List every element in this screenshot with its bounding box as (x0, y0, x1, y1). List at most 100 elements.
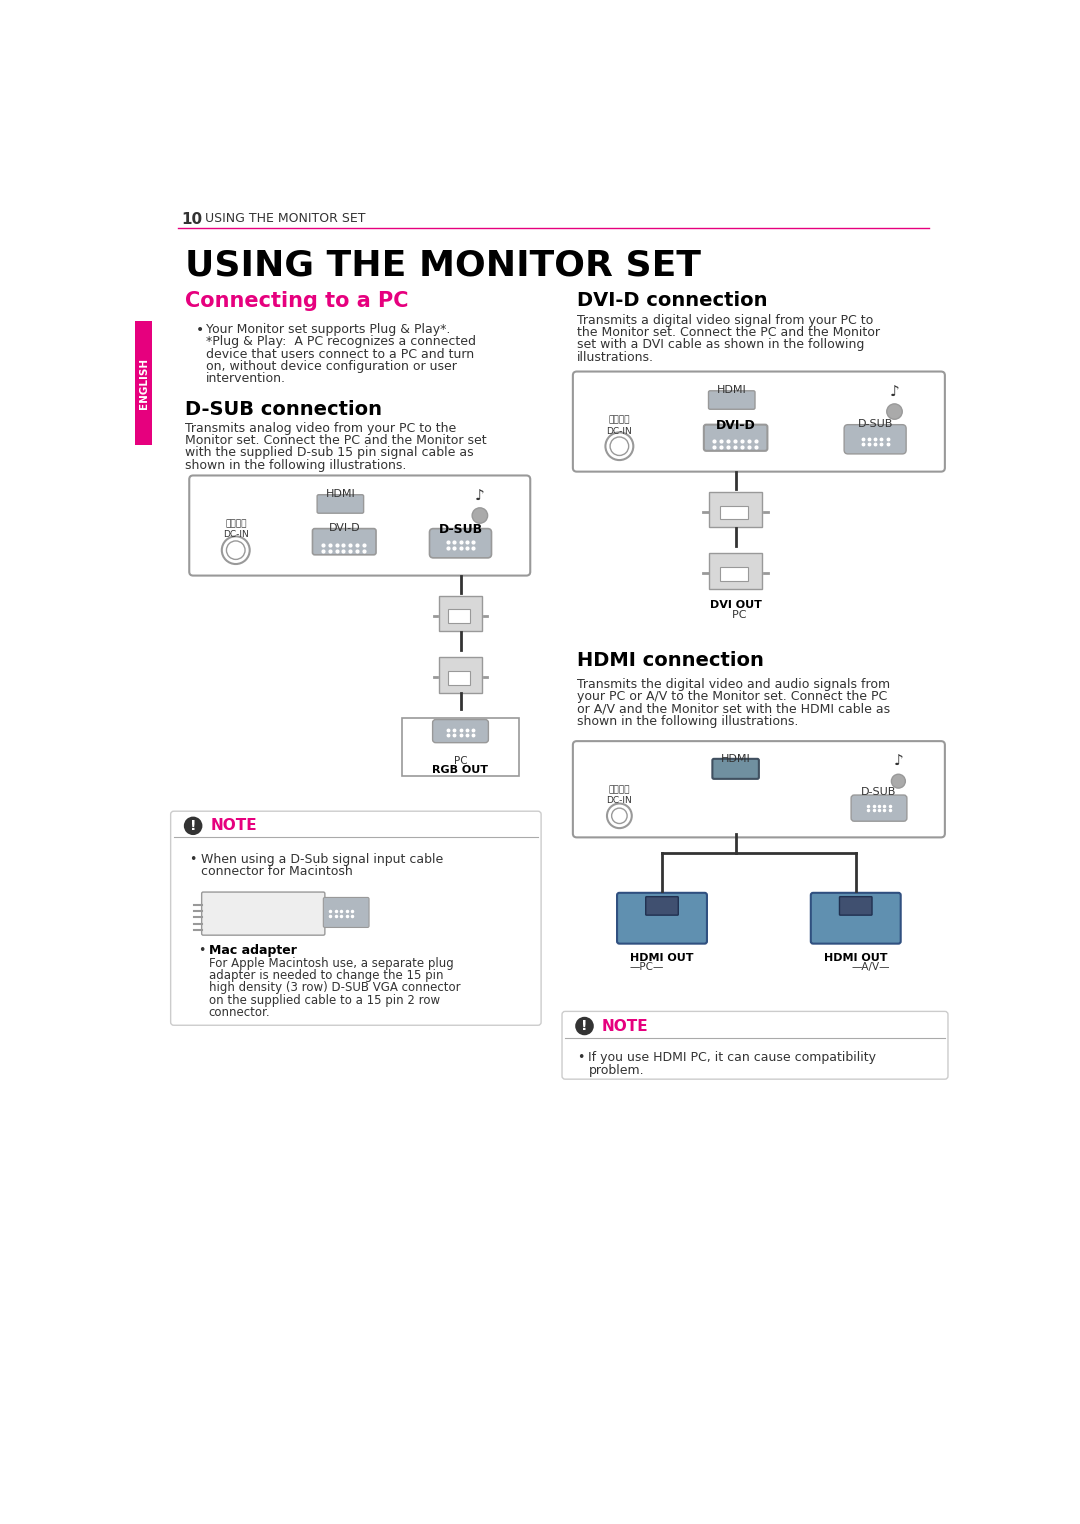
Text: on, without device configuration or user: on, without device configuration or user (206, 360, 457, 373)
Text: !: ! (190, 818, 197, 832)
Text: 电源输入
DC-IN: 电源输入 DC-IN (607, 785, 632, 805)
FancyBboxPatch shape (318, 495, 364, 514)
Circle shape (891, 774, 905, 788)
Text: device that users connect to a PC and turn: device that users connect to a PC and tu… (206, 347, 474, 361)
Text: HDMI: HDMI (720, 754, 751, 764)
Circle shape (610, 437, 629, 456)
Circle shape (227, 541, 245, 559)
Circle shape (607, 803, 632, 828)
Text: USING THE MONITOR SET: USING THE MONITOR SET (205, 212, 365, 226)
Text: If you use HDMI PC, it can cause compatibility: If you use HDMI PC, it can cause compati… (589, 1052, 876, 1064)
Text: —A/V—: —A/V— (852, 962, 891, 972)
FancyBboxPatch shape (720, 567, 748, 581)
Text: adapter is needed to change the 15 pin: adapter is needed to change the 15 pin (208, 969, 443, 981)
FancyBboxPatch shape (403, 718, 518, 776)
Circle shape (611, 808, 627, 823)
Text: illustrations.: illustrations. (577, 351, 653, 364)
Text: Transmits analog video from your PC to the: Transmits analog video from your PC to t… (186, 422, 457, 434)
Text: ♪: ♪ (475, 489, 485, 503)
Text: the Monitor set. Connect the PC and the Monitor: the Monitor set. Connect the PC and the … (577, 326, 880, 340)
Text: RGB OUT: RGB OUT (432, 765, 488, 776)
FancyBboxPatch shape (839, 896, 872, 914)
Text: D-SUB: D-SUB (862, 788, 896, 797)
Text: HDMI connection: HDMI connection (577, 651, 764, 671)
FancyBboxPatch shape (438, 596, 482, 631)
Text: USING THE MONITOR SET: USING THE MONITOR SET (186, 248, 701, 282)
Text: —PC—: —PC— (630, 962, 664, 972)
Text: Monitor set. Connect the PC and the Monitor set: Monitor set. Connect the PC and the Moni… (186, 434, 487, 447)
FancyBboxPatch shape (448, 610, 470, 623)
Text: ♪: ♪ (893, 754, 903, 770)
Text: •: • (577, 1052, 584, 1064)
Text: •: • (195, 323, 204, 337)
Text: PC: PC (725, 610, 746, 620)
Text: ENGLISH: ENGLISH (138, 358, 149, 408)
FancyBboxPatch shape (851, 796, 907, 821)
Circle shape (184, 817, 202, 835)
Text: with the supplied D-sub 15 pin signal cable as: with the supplied D-sub 15 pin signal ca… (186, 447, 474, 459)
Text: D-SUB: D-SUB (858, 419, 893, 430)
FancyBboxPatch shape (171, 811, 541, 1026)
Text: DVI OUT: DVI OUT (710, 600, 761, 610)
Text: For Apple Macintosh use, a separate plug: For Apple Macintosh use, a separate plug (208, 957, 454, 969)
Text: Your Monitor set supports Plug & Play*.: Your Monitor set supports Plug & Play*. (206, 323, 450, 335)
FancyBboxPatch shape (135, 322, 152, 445)
Text: Connecting to a PC: Connecting to a PC (186, 291, 409, 311)
FancyBboxPatch shape (617, 893, 707, 943)
Text: NOTE: NOTE (211, 818, 257, 834)
FancyBboxPatch shape (572, 741, 945, 837)
Text: *Plug & Play:  A PC recognizes a connected: *Plug & Play: A PC recognizes a connecte… (206, 335, 476, 349)
Text: 电源输入
DC-IN: 电源输入 DC-IN (222, 520, 248, 539)
Text: 电源输入
DC-IN: 电源输入 DC-IN (607, 416, 632, 436)
Circle shape (221, 536, 249, 564)
Text: HDMI: HDMI (717, 384, 746, 395)
FancyBboxPatch shape (708, 390, 755, 410)
Text: 10: 10 (181, 212, 203, 227)
FancyBboxPatch shape (811, 893, 901, 943)
FancyBboxPatch shape (710, 492, 762, 527)
Text: intervention.: intervention. (206, 372, 286, 386)
Text: HDMI: HDMI (325, 489, 355, 498)
FancyBboxPatch shape (430, 529, 491, 558)
FancyBboxPatch shape (845, 425, 906, 454)
Text: DVI-D: DVI-D (716, 419, 756, 433)
Text: Mac adapter: Mac adapter (208, 943, 297, 957)
FancyBboxPatch shape (562, 1012, 948, 1079)
Circle shape (576, 1017, 594, 1035)
Text: D-SUB: D-SUB (438, 523, 483, 536)
FancyBboxPatch shape (323, 898, 369, 928)
Text: Transmits the digital video and audio signals from: Transmits the digital video and audio si… (577, 678, 890, 690)
Text: on the supplied cable to a 15 pin 2 row: on the supplied cable to a 15 pin 2 row (208, 994, 440, 1007)
Text: shown in the following illustrations.: shown in the following illustrations. (186, 459, 407, 471)
Text: PC: PC (454, 756, 468, 765)
Text: When using a D-Sub signal input cable: When using a D-Sub signal input cable (201, 853, 443, 866)
Circle shape (606, 433, 633, 460)
Text: HDMI OUT: HDMI OUT (824, 952, 888, 963)
FancyBboxPatch shape (572, 372, 945, 471)
FancyBboxPatch shape (312, 529, 376, 555)
Text: connector for Macintosh: connector for Macintosh (201, 866, 353, 878)
Text: Transmits a digital video signal from your PC to: Transmits a digital video signal from yo… (577, 314, 873, 326)
Text: HDMI OUT: HDMI OUT (631, 952, 693, 963)
FancyBboxPatch shape (704, 425, 768, 451)
FancyBboxPatch shape (720, 506, 748, 520)
Text: DVI-D connection: DVI-D connection (577, 291, 767, 309)
FancyBboxPatch shape (189, 475, 530, 576)
FancyBboxPatch shape (710, 553, 762, 588)
FancyBboxPatch shape (433, 719, 488, 742)
Text: connector.: connector. (208, 1006, 270, 1020)
Text: •: • (189, 853, 197, 866)
FancyBboxPatch shape (202, 892, 325, 936)
Text: •: • (199, 943, 206, 957)
Text: ♪: ♪ (890, 384, 900, 399)
FancyBboxPatch shape (438, 657, 482, 692)
FancyBboxPatch shape (713, 759, 759, 779)
Text: your PC or A/V to the Monitor set. Connect the PC: your PC or A/V to the Monitor set. Conne… (577, 690, 887, 703)
Text: NOTE: NOTE (602, 1018, 648, 1033)
Circle shape (887, 404, 902, 419)
Text: high density (3 row) D-SUB VGA connector: high density (3 row) D-SUB VGA connector (208, 981, 460, 994)
Text: set with a DVI cable as shown in the following: set with a DVI cable as shown in the fol… (577, 338, 864, 352)
Text: DVI-D: DVI-D (328, 523, 360, 533)
Circle shape (472, 507, 488, 523)
FancyBboxPatch shape (646, 896, 678, 914)
